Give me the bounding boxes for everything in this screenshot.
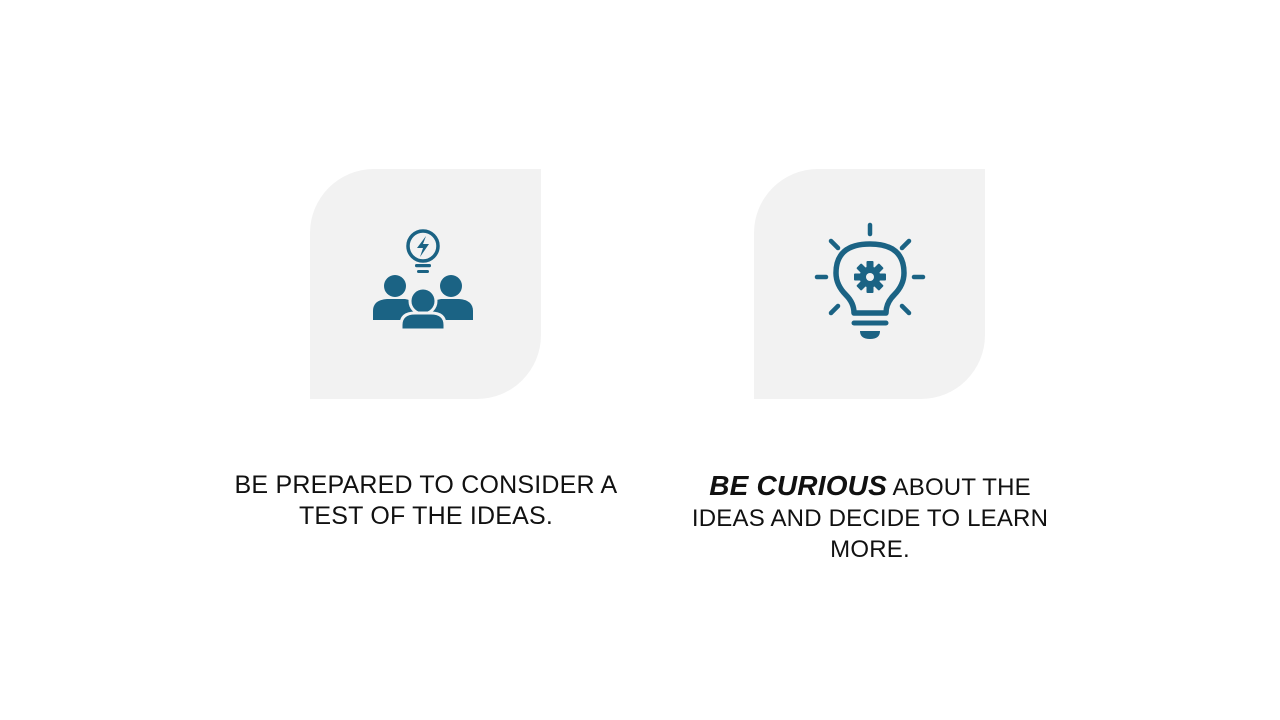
lightbulb-gear-icon — [814, 222, 925, 339]
card-tile-right — [754, 169, 985, 399]
card-tile-left — [310, 169, 541, 399]
team-idea-icon — [372, 229, 473, 332]
card-caption-right: BE CURIOUS ABOUT THE IDEAS AND DECIDE TO… — [670, 470, 1070, 565]
caption-body: ABOUT THE IDEAS AND DECIDE TO LEARN MORE… — [691, 474, 1049, 563]
caption-emphasis: BE CURIOUS — [709, 470, 887, 501]
card-caption-left: BE PREPARED TO CONSIDER A TEST OF THE ID… — [234, 471, 618, 530]
